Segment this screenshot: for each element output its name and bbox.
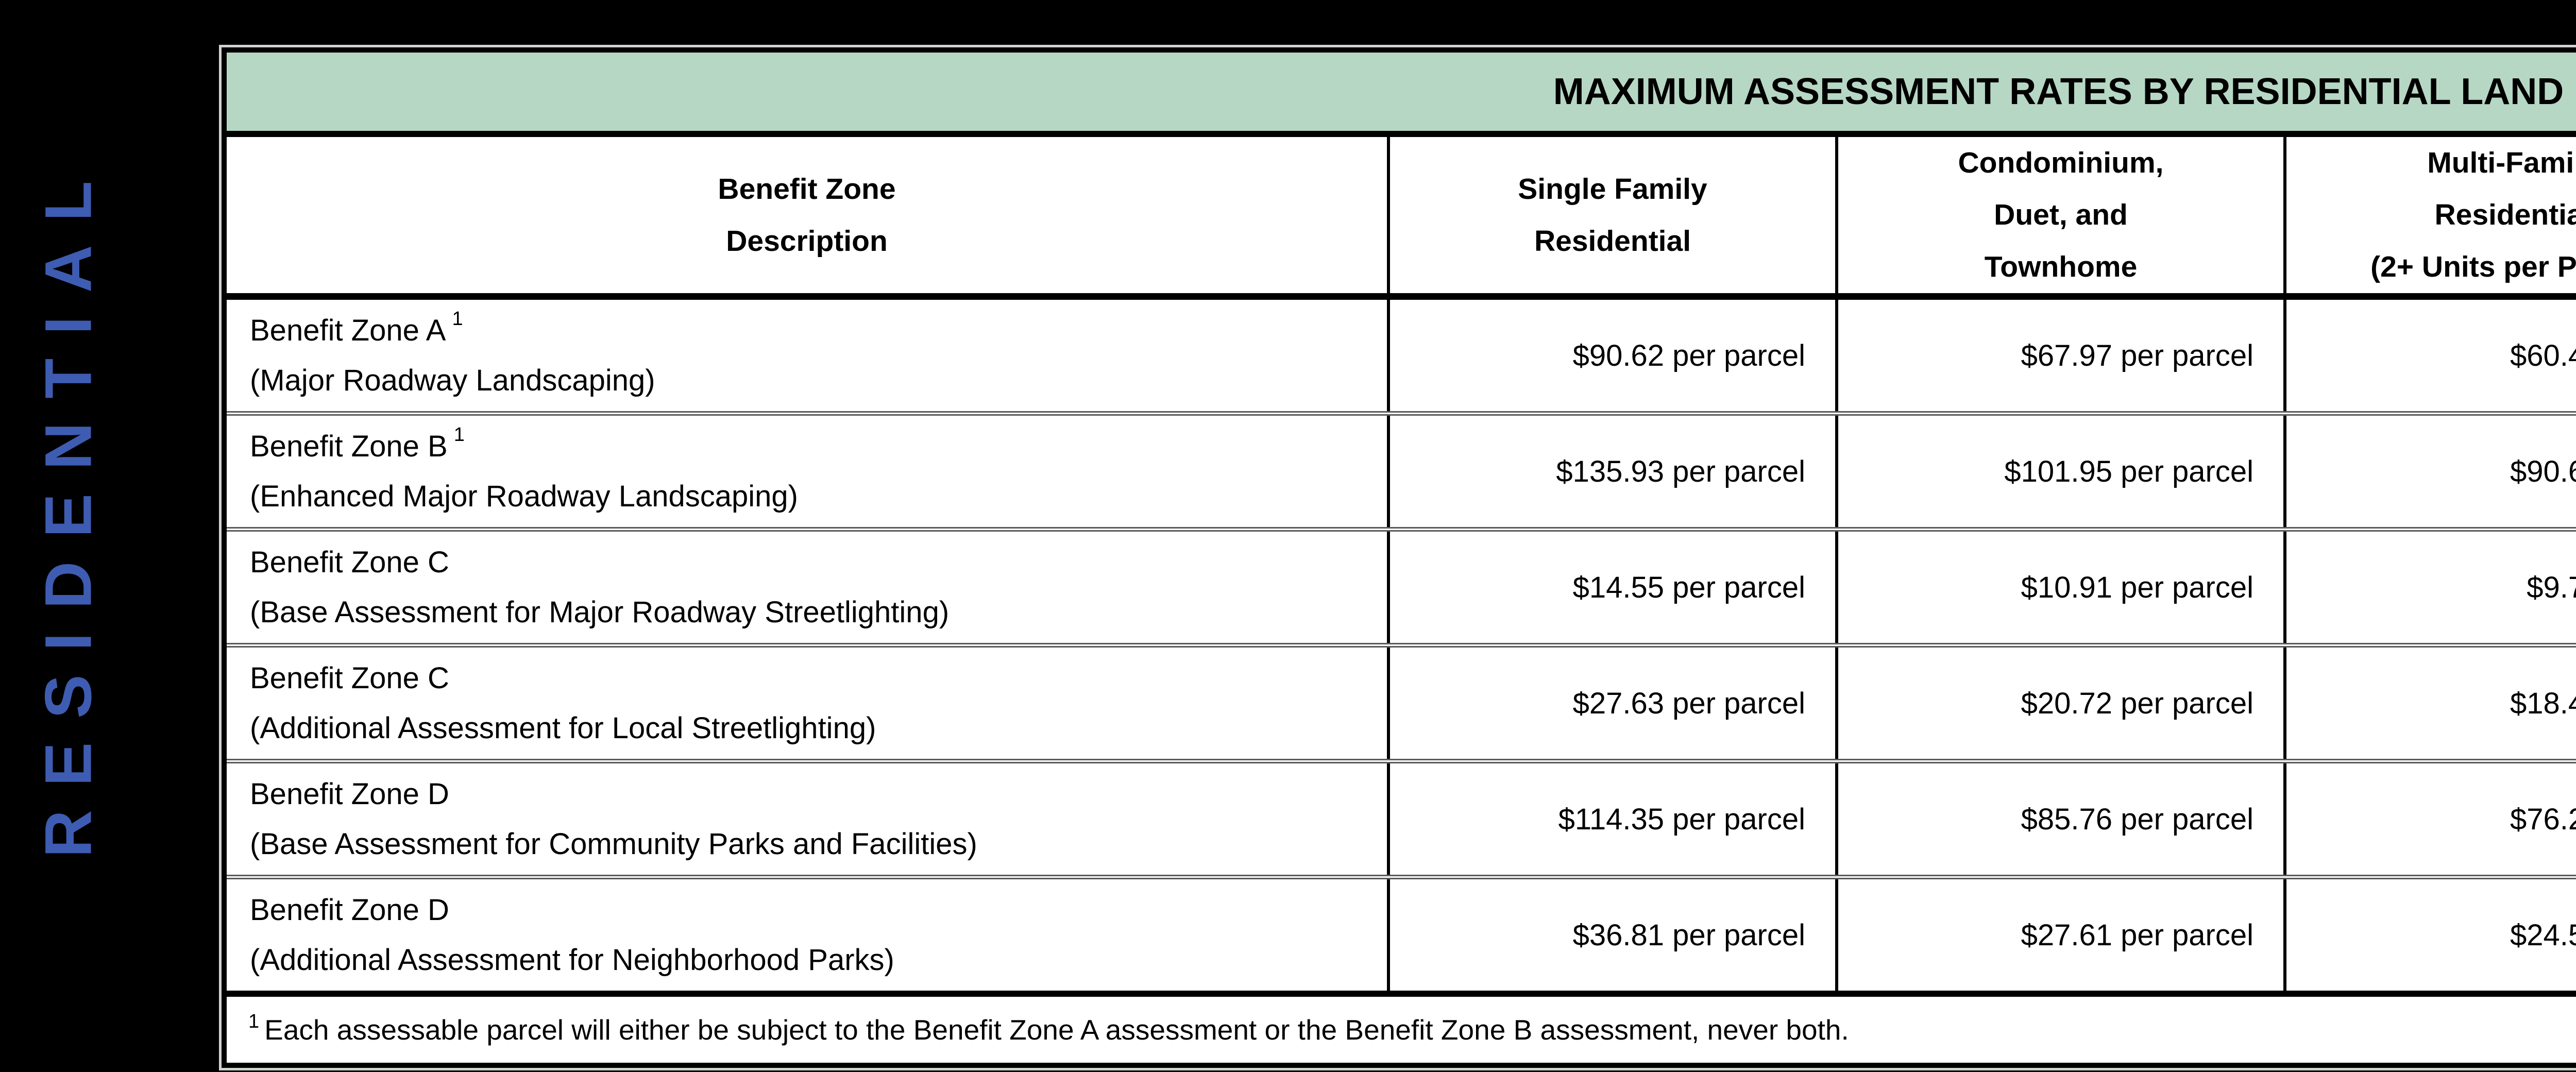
zone-cell: Benefit Zone C (Additional Assessment fo…: [224, 645, 1388, 763]
footnote-text: Each assessable parcel will either be su…: [264, 1014, 1849, 1046]
footnote-marker: 1: [453, 423, 465, 446]
rate-cell: $76.23 per unit: [2283, 761, 2576, 879]
zone-cell: Benefit Zone C (Base Assessment for Majo…: [224, 529, 1388, 648]
rate-cell: $18.42 per unit: [2283, 645, 2576, 763]
zone-description: (Additional Assessment for Local Streetl…: [250, 711, 876, 745]
column-header-benefit-zone: Benefit Zone Description: [224, 134, 1388, 300]
rate-cell: $135.93 per parcel: [1387, 413, 1837, 532]
zone-cell: Benefit Zone D (Base Assessment for Comm…: [224, 761, 1388, 879]
table-row-zone-d-base: Benefit Zone D (Base Assessment for Comm…: [224, 761, 2576, 879]
table-footnote: 1 Each assessable parcel will either be s…: [224, 994, 2576, 1065]
rate-cell: $90.62 per unit: [2283, 413, 2576, 532]
table-row-zone-d-additional: Benefit Zone D (Additional Assessment fo…: [224, 877, 2576, 997]
table-title: MAXIMUM ASSESSMENT RATES BY RESIDENTIAL …: [224, 50, 2576, 137]
rate-cell: $114.35 per parcel: [1387, 761, 1837, 879]
zone-name: Benefit Zone C: [250, 546, 449, 579]
zone-description: (Enhanced Major Roadway Landscaping): [250, 480, 798, 513]
table-header-row: Benefit Zone Description Single Family R…: [224, 134, 2576, 300]
rate-cell: $9.70 per unit: [2283, 529, 2576, 648]
rate-cell: $60.41 per unit: [2283, 296, 2576, 416]
zone-name: Benefit Zone C: [250, 661, 449, 695]
zone-name: Benefit Zone D: [250, 777, 449, 811]
residential-sidebar-label-text: RESIDENTIAL: [31, 157, 106, 858]
zone-description: (Base Assessment for Community Parks and…: [250, 827, 977, 861]
column-header-condominium: Condominium, Duet, and Townhome: [1835, 134, 2285, 300]
column-header-multi-family: Multi-Family Residential (2+ Units per P…: [2283, 134, 2576, 300]
zone-name: Benefit Zone D: [250, 893, 449, 927]
rate-cell: $36.81 per parcel: [1387, 877, 1837, 997]
assessment-rates-table: MAXIMUM ASSESSMENT RATES BY RESIDENTIAL …: [222, 47, 2576, 1068]
rate-cell: $67.97 per parcel: [1835, 296, 2285, 416]
table-title-row: MAXIMUM ASSESSMENT RATES BY RESIDENTIAL …: [224, 50, 2576, 137]
zone-description: (Additional Assessment for Neighborhood …: [250, 943, 894, 977]
rate-cell: $85.76 per parcel: [1835, 761, 2285, 879]
footnote-marker: 1: [452, 308, 463, 330]
rate-cell: $27.61 per parcel: [1835, 877, 2285, 997]
footnote-marker: 1: [248, 1010, 260, 1032]
zone-description: (Major Roadway Landscaping): [250, 364, 655, 397]
zone-description: (Base Assessment for Major Roadway Stree…: [250, 595, 950, 629]
rate-cell: $24.54 per unit: [2283, 877, 2576, 997]
column-header-single-family: Single Family Residential: [1387, 134, 1837, 300]
rate-cell: $14.55 per parcel: [1387, 529, 1837, 648]
table-footnote-row: 1 Each assessable parcel will either be s…: [224, 994, 2576, 1065]
zone-name: Benefit Zone A: [250, 314, 446, 347]
zone-cell: Benefit Zone D (Additional Assessment fo…: [224, 877, 1388, 997]
table-row-zone-c-base: Benefit Zone C (Base Assessment for Majo…: [224, 529, 2576, 648]
zone-cell: Benefit Zone A 1 (Major Roadway Landscapi…: [224, 296, 1388, 416]
rate-cell: $90.62 per parcel: [1387, 296, 1837, 416]
rate-cell: $10.91 per parcel: [1835, 529, 2285, 648]
rate-cell: $27.63 per parcel: [1387, 645, 1837, 763]
rate-cell: $101.95 per parcel: [1835, 413, 2285, 532]
rate-cell: $20.72 per parcel: [1835, 645, 2285, 763]
zone-name: Benefit Zone B: [250, 430, 448, 463]
table-row-zone-a: Benefit Zone A 1 (Major Roadway Landscapi…: [224, 296, 2576, 416]
table-row-zone-c-additional: Benefit Zone C (Additional Assessment fo…: [224, 645, 2576, 763]
